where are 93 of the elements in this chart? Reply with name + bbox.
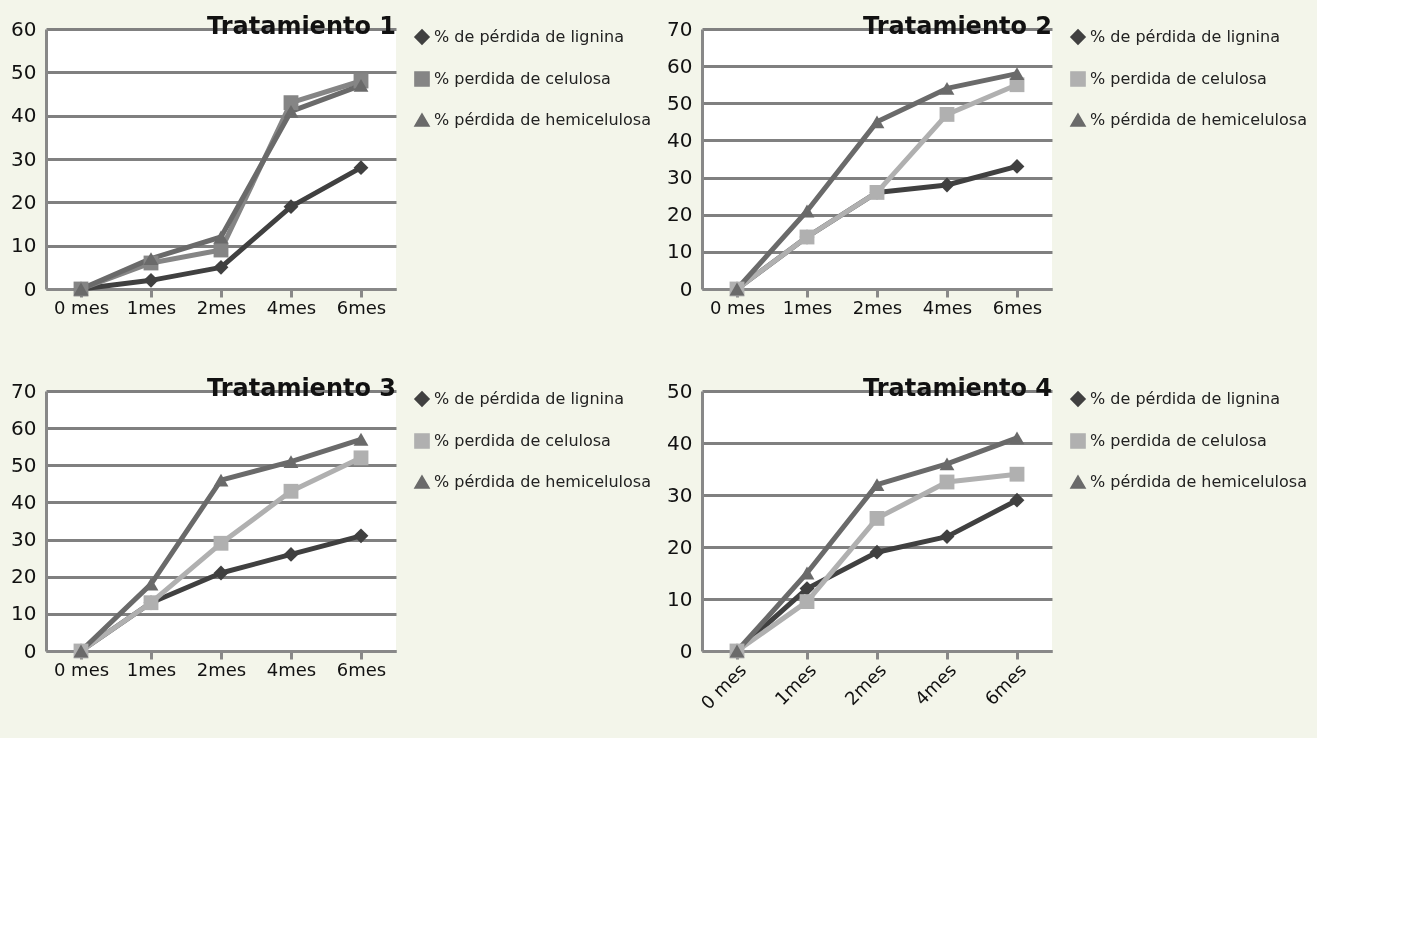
point xyxy=(869,510,885,526)
point xyxy=(799,204,815,218)
y-tick-label: 60 xyxy=(11,16,37,41)
legend-label: % de pérdida de lignina xyxy=(1090,27,1280,46)
y-tick-label: 0 xyxy=(679,638,693,663)
x-tick-label: 4mes xyxy=(266,296,317,318)
point xyxy=(353,160,369,176)
legend-label: % pérdida de hemicelulosa xyxy=(434,110,651,129)
point xyxy=(939,107,955,122)
x-tick-label: 6mes xyxy=(336,296,387,318)
point xyxy=(283,104,299,118)
y-tick-label: 10 xyxy=(11,233,37,258)
point xyxy=(283,483,299,499)
y-tick-label: 30 xyxy=(667,165,693,190)
point xyxy=(869,544,885,560)
x-tick-label: 1mes xyxy=(782,296,833,318)
y-tick-label: 40 xyxy=(11,489,37,514)
y-tick-label: 50 xyxy=(667,378,693,403)
legend-label: % perdida de celulosa xyxy=(1090,69,1267,88)
y-tick-label: 50 xyxy=(11,452,37,477)
point xyxy=(353,432,369,446)
legend-label: % pérdida de hemicelulosa xyxy=(1090,472,1307,491)
point xyxy=(283,199,299,215)
point xyxy=(869,115,885,129)
point xyxy=(353,78,369,92)
chart-title: Tratamiento 2 xyxy=(862,12,1052,40)
point xyxy=(799,581,815,597)
x-tick-label: 1mes xyxy=(126,296,177,318)
point xyxy=(939,457,955,471)
legend-label: % de pérdida de lignina xyxy=(434,389,624,408)
y-tick-label: 40 xyxy=(667,127,693,152)
y-tick-label: 30 xyxy=(11,527,37,552)
point xyxy=(799,594,815,610)
point xyxy=(869,478,885,492)
y-tick-label: 30 xyxy=(11,146,37,171)
point xyxy=(353,528,369,544)
legend-label: % perdida de celulosa xyxy=(434,431,611,450)
legend-label: % perdida de celulosa xyxy=(1090,431,1267,450)
x-tick-label: 2mes xyxy=(196,296,247,318)
x-tick-label: 2mes xyxy=(852,296,903,318)
point xyxy=(143,272,159,288)
point xyxy=(353,450,369,466)
y-tick-label: 60 xyxy=(667,53,693,78)
x-tick-label: 4mes xyxy=(266,658,317,680)
point xyxy=(213,565,229,581)
x-tick-label: 2mes xyxy=(196,658,247,680)
x-tick-label: 0 mes xyxy=(709,296,766,318)
point xyxy=(213,473,229,487)
y-tick-label: 20 xyxy=(667,202,693,227)
y-tick-label: 10 xyxy=(667,239,693,264)
y-tick-label: 0 xyxy=(679,276,693,301)
y-tick-label: 30 xyxy=(667,482,693,507)
y-tick-label: 70 xyxy=(667,16,693,41)
point xyxy=(1009,431,1025,445)
point xyxy=(939,82,955,95)
x-tick-label: 4mes xyxy=(922,296,973,318)
point xyxy=(283,455,299,468)
y-tick-label: 0 xyxy=(23,276,37,301)
y-tick-label: 10 xyxy=(11,601,37,626)
point xyxy=(939,529,955,545)
y-tick-label: 20 xyxy=(11,564,37,589)
point xyxy=(213,259,229,275)
legend-label: % perdida de celulosa xyxy=(434,69,611,88)
y-tick-label: 40 xyxy=(11,103,37,128)
x-tick-label: 6mes xyxy=(992,296,1043,318)
point xyxy=(1009,492,1025,508)
chart-title: Tratamiento 3 xyxy=(206,374,396,402)
point xyxy=(213,230,229,244)
point xyxy=(799,566,815,580)
y-tick-label: 20 xyxy=(667,534,693,559)
legend-label: % de pérdida de lignina xyxy=(1090,389,1280,408)
y-tick-label: 50 xyxy=(11,59,37,84)
x-tick-label: 0 mes xyxy=(53,296,110,318)
point xyxy=(1009,466,1025,482)
point xyxy=(939,177,955,193)
y-tick-label: 50 xyxy=(667,90,693,115)
y-tick-label: 60 xyxy=(11,415,37,440)
chart-title: Tratamiento 4 xyxy=(862,374,1052,402)
legend-label: % de pérdida de lignina xyxy=(434,27,624,46)
point xyxy=(1009,67,1025,80)
x-tick-label: 1mes xyxy=(126,658,177,680)
y-tick-label: 0 xyxy=(23,638,37,663)
x-tick-label: 0 mes xyxy=(53,658,110,680)
y-tick-label: 40 xyxy=(667,430,693,455)
x-tick-label: 6mes xyxy=(336,658,387,680)
y-tick-label: 70 xyxy=(11,378,37,403)
point xyxy=(213,535,229,551)
legend-label: % pérdida de hemicelulosa xyxy=(434,472,651,491)
chart-title: Tratamiento 1 xyxy=(206,12,396,40)
y-tick-label: 10 xyxy=(667,586,693,611)
point xyxy=(143,252,159,266)
y-tick-label: 20 xyxy=(11,189,37,214)
legend-label: % pérdida de hemicelulosa xyxy=(1090,110,1307,129)
